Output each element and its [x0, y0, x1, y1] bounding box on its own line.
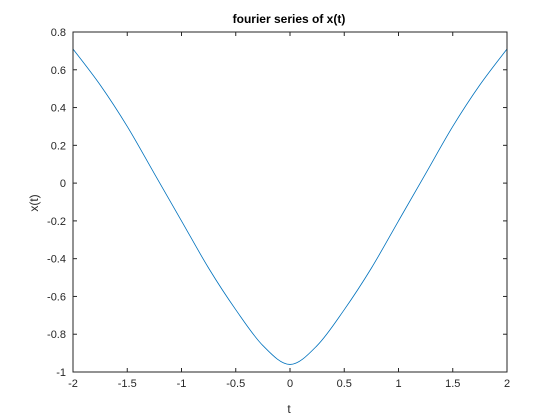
x-axis: -2 -1.5 -1 -0.5 0 0.5 1 1.5 2 [68, 32, 510, 390]
x-tick-label: 2 [504, 378, 510, 390]
series-line [72, 48, 508, 365]
series-layer [72, 48, 508, 365]
x-tick-label: -0.5 [226, 378, 245, 390]
y-tick-label: -0.8 [47, 329, 66, 341]
y-axis-label: x(t) [27, 194, 41, 211]
x-axis-label: t [287, 402, 291, 416]
x-tick-label: 1.5 [445, 378, 460, 390]
y-tick-label: 0 [60, 178, 66, 190]
y-axis: -1 -0.8 -0.6 -0.4 -0.2 0 0.2 0.4 0.6 0.8 [47, 27, 507, 379]
x-tick-label: 0 [287, 378, 293, 390]
x-tick-label: 0.5 [337, 378, 352, 390]
y-tick-label: 0.8 [51, 27, 66, 39]
y-tick-label: 0.6 [51, 65, 66, 77]
x-tick-label: -1.5 [118, 378, 137, 390]
plot-area [73, 32, 507, 372]
y-tick-label: -0.6 [47, 291, 66, 303]
x-tick-label: -1 [177, 378, 187, 390]
y-tick-label: -0.4 [47, 254, 66, 266]
chart-title: fourier series of x(t) [233, 12, 346, 26]
y-tick-label: -1 [56, 367, 66, 379]
y-tick-label: 0.2 [51, 140, 66, 152]
x-tick-label: 1 [395, 378, 401, 390]
y-tick-label: 0.4 [51, 103, 66, 115]
x-tick-label: -2 [68, 378, 78, 390]
y-tick-label: -0.2 [47, 216, 66, 228]
